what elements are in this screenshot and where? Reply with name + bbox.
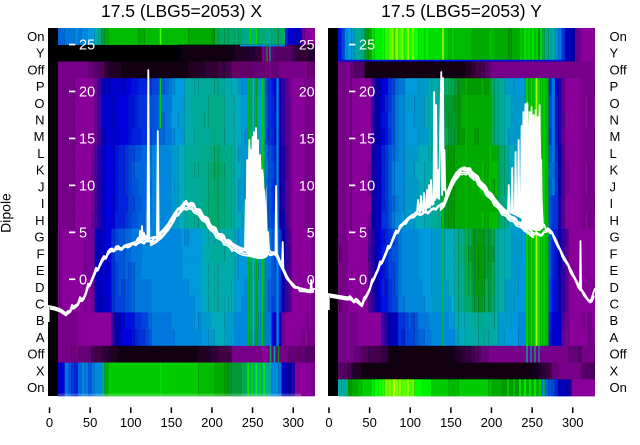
svg-text:On: On xyxy=(610,29,627,44)
svg-text:E: E xyxy=(36,263,45,278)
svg-text:50: 50 xyxy=(362,415,376,430)
svg-text:15: 15 xyxy=(359,132,375,148)
svg-text:On: On xyxy=(610,380,627,395)
svg-text:H: H xyxy=(35,213,44,228)
svg-text:M: M xyxy=(610,129,621,144)
svg-text:50: 50 xyxy=(83,415,97,430)
svg-text:0: 0 xyxy=(79,272,87,288)
svg-text:150: 150 xyxy=(440,415,462,430)
svg-text:Dipole: Dipole xyxy=(0,193,14,233)
svg-text:Y: Y xyxy=(36,46,45,61)
svg-text:C: C xyxy=(35,297,44,312)
svg-text:P: P xyxy=(36,79,45,94)
svg-text:0: 0 xyxy=(307,271,315,287)
svg-text:5: 5 xyxy=(307,224,315,240)
svg-text:10: 10 xyxy=(359,178,375,194)
svg-text:G: G xyxy=(610,230,620,245)
svg-text:300: 300 xyxy=(562,415,584,430)
svg-text:L: L xyxy=(37,146,44,161)
svg-text:100: 100 xyxy=(399,415,421,430)
svg-text:X: X xyxy=(36,363,45,378)
svg-text:K: K xyxy=(36,163,45,178)
svg-text:25: 25 xyxy=(79,38,95,54)
svg-text:A: A xyxy=(610,330,619,345)
svg-text:M: M xyxy=(34,129,45,144)
svg-text:E: E xyxy=(610,263,619,278)
svg-text:200: 200 xyxy=(201,415,223,430)
svg-text:17.5 (LBG5=2053) Y: 17.5 (LBG5=2053) Y xyxy=(381,1,542,21)
svg-text:I: I xyxy=(41,196,45,211)
svg-text:O: O xyxy=(610,96,620,111)
svg-text:250: 250 xyxy=(521,415,543,430)
svg-text:A: A xyxy=(36,330,45,345)
svg-text:0: 0 xyxy=(325,415,332,430)
svg-text:P: P xyxy=(610,79,619,94)
svg-text:J: J xyxy=(38,179,45,194)
svg-text:150: 150 xyxy=(161,415,183,430)
svg-text:On: On xyxy=(27,380,44,395)
svg-text:0: 0 xyxy=(46,415,53,430)
svg-text:C: C xyxy=(610,297,619,312)
svg-text:20: 20 xyxy=(299,84,315,100)
svg-text:B: B xyxy=(610,313,619,328)
svg-text:20: 20 xyxy=(79,85,95,101)
svg-text:K: K xyxy=(610,163,619,178)
svg-text:Y: Y xyxy=(610,46,619,61)
svg-text:10: 10 xyxy=(299,177,315,193)
svg-text:H: H xyxy=(610,213,619,228)
svg-text:O: O xyxy=(34,96,44,111)
svg-text:Off: Off xyxy=(27,62,44,77)
svg-text:L: L xyxy=(610,146,617,161)
svg-text:Off: Off xyxy=(610,347,627,362)
svg-text:10: 10 xyxy=(79,178,95,194)
svg-text:5: 5 xyxy=(79,225,87,241)
svg-text:15: 15 xyxy=(79,132,95,148)
svg-text:F: F xyxy=(37,246,45,261)
svg-text:100: 100 xyxy=(120,415,142,430)
svg-text:B: B xyxy=(36,313,45,328)
svg-text:J: J xyxy=(610,179,617,194)
svg-text:300: 300 xyxy=(282,415,304,430)
svg-text:F: F xyxy=(610,246,618,261)
svg-text:G: G xyxy=(34,230,44,245)
svg-text:5: 5 xyxy=(359,225,367,241)
svg-text:Off: Off xyxy=(610,62,627,77)
svg-text:Off: Off xyxy=(27,347,44,362)
svg-text:25: 25 xyxy=(299,37,315,53)
svg-text:N: N xyxy=(35,113,44,128)
svg-text:15: 15 xyxy=(299,131,315,147)
svg-text:X: X xyxy=(610,363,619,378)
svg-text:D: D xyxy=(610,280,619,295)
svg-text:17.5 (LBG5=2053) X: 17.5 (LBG5=2053) X xyxy=(101,1,262,21)
svg-text:20: 20 xyxy=(359,85,375,101)
svg-text:N: N xyxy=(610,113,619,128)
svg-text:250: 250 xyxy=(242,415,264,430)
svg-text:0: 0 xyxy=(359,272,367,288)
svg-text:D: D xyxy=(35,280,44,295)
svg-text:200: 200 xyxy=(481,415,503,430)
svg-text:I: I xyxy=(610,196,614,211)
svg-text:On: On xyxy=(27,29,44,44)
svg-text:25: 25 xyxy=(359,38,375,54)
